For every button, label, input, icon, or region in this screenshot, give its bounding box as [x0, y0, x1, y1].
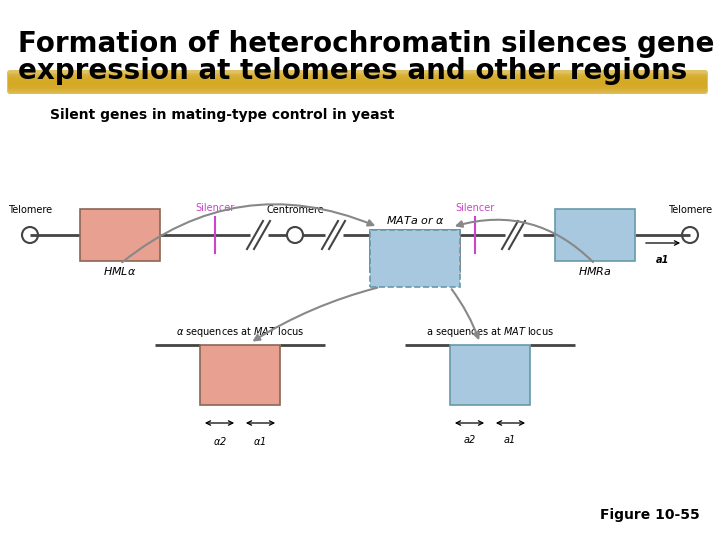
- Bar: [450, 345, 530, 405]
- Text: Silent genes in mating-type control in yeast: Silent genes in mating-type control in y…: [50, 108, 395, 122]
- Text: $\alpha$2: $\alpha$2: [213, 435, 227, 447]
- Text: $MAT$a or $\alpha$: $MAT$a or $\alpha$: [386, 214, 444, 226]
- FancyBboxPatch shape: [8, 73, 707, 86]
- FancyBboxPatch shape: [8, 76, 707, 89]
- FancyBboxPatch shape: [8, 78, 707, 91]
- Text: Silencer: Silencer: [195, 203, 235, 213]
- Bar: [80, 209, 160, 261]
- Text: $\alpha$1: $\alpha$1: [253, 435, 266, 447]
- Text: Figure 10-55: Figure 10-55: [600, 508, 700, 522]
- Text: Formation of heterochromatin silences gene: Formation of heterochromatin silences ge…: [18, 30, 714, 58]
- Text: a sequences at $MAT$ locus: a sequences at $MAT$ locus: [426, 325, 554, 339]
- Text: $HML\alpha$: $HML\alpha$: [104, 265, 137, 277]
- Text: a1: a1: [504, 435, 516, 445]
- Text: a2: a2: [464, 435, 476, 445]
- FancyBboxPatch shape: [8, 81, 707, 94]
- Text: Telomere: Telomere: [8, 205, 52, 215]
- Text: a1: a1: [657, 255, 670, 265]
- Text: $\alpha$ sequences at $MAT$ locus: $\alpha$ sequences at $MAT$ locus: [176, 325, 305, 339]
- Bar: [370, 230, 460, 272]
- Text: Centromere: Centromere: [266, 205, 324, 215]
- FancyBboxPatch shape: [8, 79, 707, 92]
- Text: Silencer: Silencer: [455, 203, 495, 213]
- FancyArrowPatch shape: [457, 220, 593, 262]
- Text: expression at telomeres and other regions: expression at telomeres and other region…: [18, 57, 688, 85]
- FancyArrowPatch shape: [254, 288, 377, 340]
- FancyArrowPatch shape: [122, 204, 373, 262]
- Text: $HMR$a: $HMR$a: [578, 265, 612, 277]
- Bar: [370, 230, 460, 287]
- Text: Telomere: Telomere: [668, 205, 712, 215]
- FancyBboxPatch shape: [8, 75, 707, 87]
- Bar: [555, 209, 635, 261]
- FancyBboxPatch shape: [7, 70, 708, 94]
- Bar: [200, 345, 280, 405]
- FancyArrowPatch shape: [451, 289, 479, 338]
